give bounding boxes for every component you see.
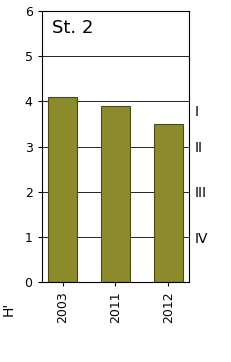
Bar <box>154 124 183 282</box>
Bar <box>48 97 77 282</box>
Text: St. 2: St. 2 <box>52 19 93 37</box>
Bar <box>101 106 130 282</box>
Text: H': H' <box>2 301 16 316</box>
